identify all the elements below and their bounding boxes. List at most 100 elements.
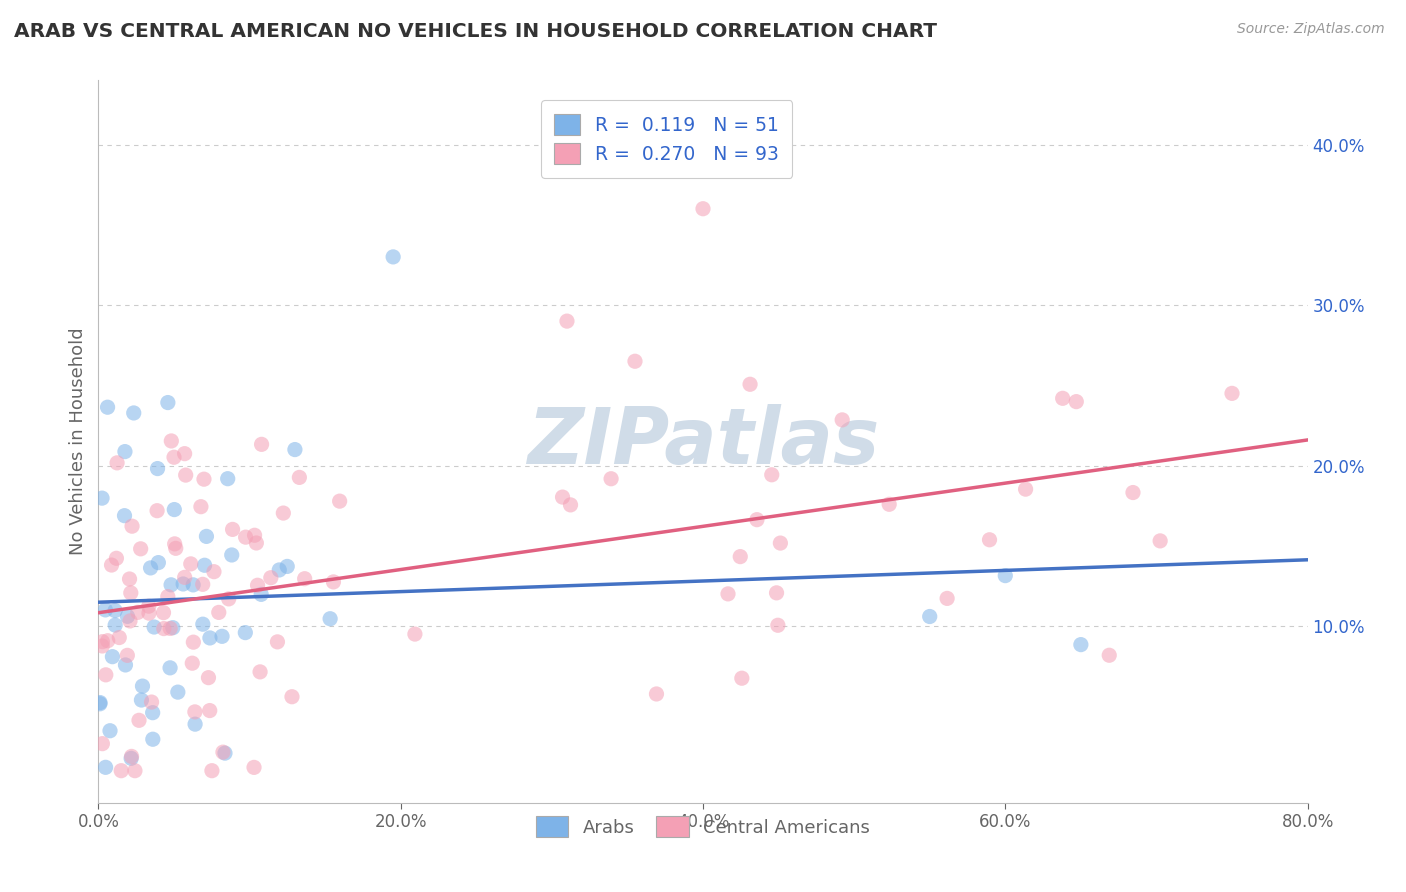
- Point: [165, 541, 187, 556]
- Point: [766, 618, 789, 632]
- Point: [294, 572, 316, 586]
- Point: [89, 697, 111, 711]
- Point: [211, 629, 233, 643]
- Point: [221, 548, 243, 562]
- Point: [738, 377, 761, 392]
- Point: [555, 314, 578, 328]
- Point: [692, 202, 714, 216]
- Point: [191, 617, 214, 632]
- Point: [114, 508, 136, 523]
- Point: [128, 714, 150, 728]
- Point: [156, 395, 179, 409]
- Point: [198, 631, 221, 645]
- Point: [197, 671, 219, 685]
- Point: [1064, 394, 1087, 409]
- Point: [260, 571, 283, 585]
- Point: [120, 751, 142, 765]
- Point: [1149, 533, 1171, 548]
- Point: [1052, 392, 1074, 406]
- Point: [173, 447, 195, 461]
- Point: [717, 587, 740, 601]
- Point: [118, 572, 141, 586]
- Point: [160, 434, 183, 448]
- Point: [124, 764, 146, 778]
- Point: [288, 470, 311, 484]
- Point: [769, 536, 792, 550]
- Point: [153, 622, 176, 636]
- Point: [212, 745, 235, 759]
- Point: [218, 591, 240, 606]
- Text: ARAB VS CENTRAL AMERICAN NO VEHICLES IN HOUSEHOLD CORRELATION CHART: ARAB VS CENTRAL AMERICAN NO VEHICLES IN …: [14, 22, 936, 41]
- Point: [91, 737, 114, 751]
- Point: [269, 563, 291, 577]
- Point: [235, 530, 257, 544]
- Point: [146, 504, 169, 518]
- Point: [172, 577, 194, 591]
- Point: [159, 622, 181, 636]
- Point: [141, 695, 163, 709]
- Point: [142, 732, 165, 747]
- Point: [94, 668, 117, 682]
- Point: [163, 537, 186, 551]
- Point: [217, 472, 239, 486]
- Point: [166, 685, 188, 699]
- Point: [127, 606, 149, 620]
- Point: [193, 472, 215, 486]
- Point: [918, 609, 941, 624]
- Point: [131, 693, 153, 707]
- Point: [765, 586, 787, 600]
- Point: [184, 705, 207, 719]
- Point: [208, 606, 231, 620]
- Text: ZIPatlas: ZIPatlas: [527, 403, 879, 480]
- Point: [245, 536, 267, 550]
- Point: [114, 657, 136, 672]
- Point: [243, 760, 266, 774]
- Point: [142, 706, 165, 720]
- Point: [1098, 648, 1121, 663]
- Point: [214, 746, 236, 760]
- Point: [728, 549, 751, 564]
- Point: [91, 639, 114, 653]
- Point: [979, 533, 1001, 547]
- Point: [329, 494, 352, 508]
- Point: [121, 749, 143, 764]
- Point: [246, 578, 269, 592]
- Point: [131, 679, 153, 693]
- Point: [560, 498, 582, 512]
- Point: [97, 401, 120, 415]
- Point: [266, 635, 288, 649]
- Point: [89, 696, 111, 710]
- Point: [117, 648, 139, 663]
- Point: [877, 497, 900, 511]
- Point: [91, 491, 114, 505]
- Point: [201, 764, 224, 778]
- Point: [174, 468, 197, 483]
- Point: [160, 578, 183, 592]
- Point: [91, 634, 114, 648]
- Point: [121, 519, 143, 533]
- Point: [190, 500, 212, 514]
- Point: [600, 472, 623, 486]
- Point: [195, 529, 218, 543]
- Point: [98, 723, 121, 738]
- Point: [104, 618, 127, 632]
- Point: [322, 574, 344, 589]
- Legend: Arabs, Central Americans: Arabs, Central Americans: [529, 809, 877, 845]
- Point: [173, 570, 195, 584]
- Point: [243, 528, 266, 542]
- Point: [184, 717, 207, 731]
- Point: [101, 649, 124, 664]
- Point: [994, 568, 1017, 582]
- Point: [117, 609, 139, 624]
- Text: Source: ZipAtlas.com: Source: ZipAtlas.com: [1237, 22, 1385, 37]
- Point: [183, 635, 205, 649]
- Point: [159, 661, 181, 675]
- Point: [146, 461, 169, 475]
- Point: [191, 577, 214, 591]
- Point: [104, 604, 127, 618]
- Point: [221, 522, 243, 536]
- Point: [1070, 638, 1092, 652]
- Point: [284, 442, 307, 457]
- Point: [114, 444, 136, 458]
- Point: [138, 599, 160, 614]
